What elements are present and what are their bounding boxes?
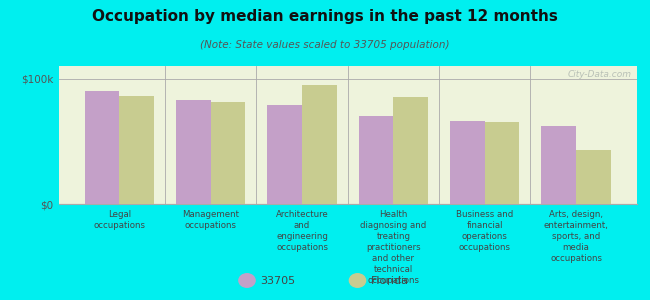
Bar bbox=[120, 96, 154, 204]
Text: City-Data.com: City-Data.com bbox=[567, 70, 631, 79]
Text: Florida: Florida bbox=[370, 275, 408, 286]
Bar bbox=[359, 116, 393, 204]
Bar bbox=[267, 105, 302, 204]
Bar bbox=[485, 122, 519, 204]
Text: 33705: 33705 bbox=[260, 275, 295, 286]
Bar bbox=[84, 91, 120, 204]
Text: Occupation by median earnings in the past 12 months: Occupation by median earnings in the pas… bbox=[92, 9, 558, 24]
Bar bbox=[576, 150, 611, 204]
Bar bbox=[541, 126, 576, 204]
Bar bbox=[211, 102, 246, 204]
Bar bbox=[450, 121, 485, 204]
Bar bbox=[302, 85, 337, 204]
Bar bbox=[393, 98, 428, 204]
Text: (Note: State values scaled to 33705 population): (Note: State values scaled to 33705 popu… bbox=[200, 40, 450, 50]
Bar bbox=[176, 100, 211, 204]
